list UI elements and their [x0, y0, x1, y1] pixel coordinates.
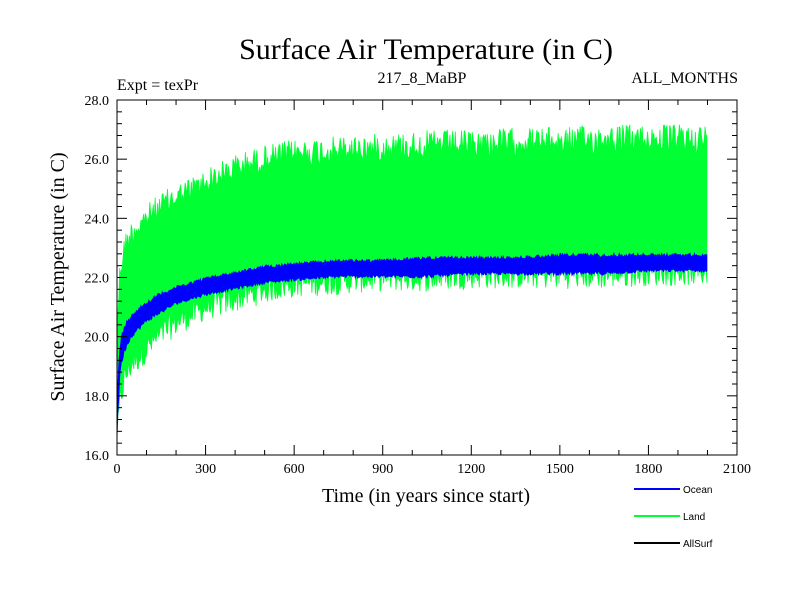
x-axis-ticks: 0 300 600 900 1200 1500 1800 2100 — [114, 100, 751, 477]
x-tick-label: 2100 — [723, 462, 751, 477]
x-tick-label: 1200 — [457, 462, 485, 477]
y-tick-label: 24.0 — [85, 212, 110, 227]
legend-label-land: Land — [683, 512, 705, 523]
x-tick-label: 1800 — [634, 462, 662, 477]
y-tick-label: 16.0 — [85, 449, 110, 464]
series-band-ocean — [116, 251, 708, 437]
y-tick-label: 22.0 — [85, 272, 110, 287]
chart-subtitle-left: Expt = texPr — [117, 77, 199, 94]
y-axis-label: Surface Air Temperature (in C) — [47, 152, 69, 401]
legend: Ocean Land AllSurf — [634, 485, 713, 550]
legend-label-allsurf: AllSurf — [683, 539, 713, 550]
x-tick-label: 300 — [195, 462, 216, 477]
y-tick-label: 26.0 — [85, 153, 110, 168]
x-tick-label: 0 — [114, 462, 121, 477]
x-tick-label: 1500 — [546, 462, 574, 477]
legend-label-ocean: Ocean — [683, 485, 712, 496]
y-tick-label: 20.0 — [85, 331, 110, 346]
y-tick-label: 28.0 — [85, 94, 110, 109]
x-tick-label: 600 — [284, 462, 305, 477]
chart-title: Surface Air Temperature (in C) — [239, 33, 613, 66]
chart-subtitle-right: ALL_MONTHS — [631, 70, 738, 87]
chart-subtitle-center: 217_8_MaBP — [378, 70, 467, 87]
x-axis-label: Time (in years since start) — [322, 485, 530, 507]
y-tick-label: 18.0 — [85, 390, 110, 405]
y-axis-ticks: 16.0 18.0 20.0 22.0 24.0 26.0 28.0 — [85, 94, 737, 464]
plot-area — [116, 124, 708, 441]
x-tick-label: 900 — [372, 462, 393, 477]
